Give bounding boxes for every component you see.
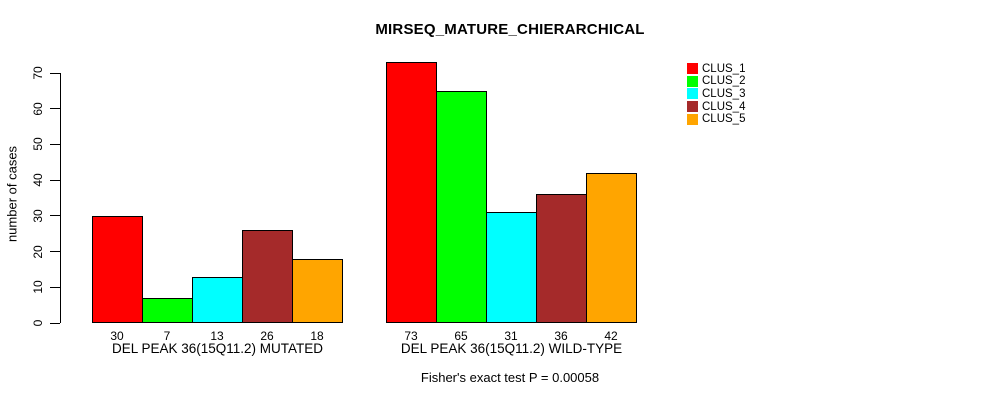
bar-clus_2-group2 — [436, 91, 487, 323]
bar-clus_3-group1 — [192, 277, 243, 323]
legend-label-clus_5: CLUS_5 — [702, 113, 746, 126]
y-tick — [50, 215, 60, 217]
bar-clus_5-group2 — [586, 173, 637, 323]
bar-clus_1-group1 — [92, 216, 143, 323]
legend-label-clus_2: CLUS_2 — [702, 75, 746, 88]
x-category-label: DEL PEAK 36(15Q11.2) MUTATED — [111, 341, 324, 356]
legend-swatch-clus_1 — [687, 63, 698, 74]
annotation-fisher-test: Fisher's exact test P = 0.00058 — [420, 370, 600, 385]
y-tick-label: 50 — [31, 137, 45, 152]
bar-value-label: 7 — [163, 329, 171, 343]
chart-title: MIRSEQ_MATURE_CHIERARCHICAL — [375, 21, 645, 38]
y-tick — [50, 322, 60, 324]
bar-value-label: 13 — [210, 329, 224, 343]
y-tick-label: 30 — [31, 209, 45, 223]
bar-value-label: 26 — [260, 329, 274, 343]
y-tick-label: 40 — [31, 173, 45, 187]
bar-clus_3-group2 — [486, 212, 537, 323]
bar-value-label: 65 — [454, 329, 468, 343]
bar-clus_4-group1 — [242, 230, 293, 323]
bar-value-label: 42 — [604, 329, 618, 343]
y-tick-label: 10 — [31, 280, 45, 294]
y-tick — [50, 72, 60, 74]
y-tick-label: 70 — [31, 66, 45, 80]
bar-value-label: 31 — [504, 329, 518, 343]
bar-clus_1-group2 — [386, 62, 437, 323]
bar-clus_5-group1 — [292, 259, 343, 323]
y-tick-label: 0 — [31, 319, 45, 327]
y-tick-label: 20 — [31, 244, 45, 259]
legend-label-clus_3: CLUS_3 — [702, 87, 746, 100]
bar-value-label: 18 — [310, 329, 324, 343]
y-axis-title: number of cases — [4, 145, 20, 243]
legend-swatch-clus_3 — [687, 88, 698, 100]
bar-value-label: 30 — [110, 329, 124, 343]
bar-clus_2-group1 — [142, 298, 193, 323]
y-tick — [50, 179, 60, 181]
x-category-label: DEL PEAK 36(15Q11.2) WILD-TYPE — [400, 341, 623, 356]
bar-value-label: 36 — [554, 329, 568, 343]
y-axis-line — [60, 73, 61, 323]
legend-swatch-clus_4 — [687, 101, 698, 113]
legend-label-clus_4: CLUS_4 — [702, 100, 746, 113]
y-tick — [50, 108, 60, 110]
legend-label-clus_1: CLUS_1 — [702, 62, 746, 75]
bar-value-label: 73 — [404, 329, 418, 343]
y-tick — [50, 143, 60, 145]
legend-swatch-clus_5 — [687, 113, 698, 125]
y-tick-label: 60 — [31, 102, 45, 116]
y-tick — [50, 286, 60, 288]
y-tick — [50, 251, 60, 253]
legend-swatch-clus_2 — [687, 75, 698, 87]
bar-clus_4-group2 — [536, 194, 587, 323]
